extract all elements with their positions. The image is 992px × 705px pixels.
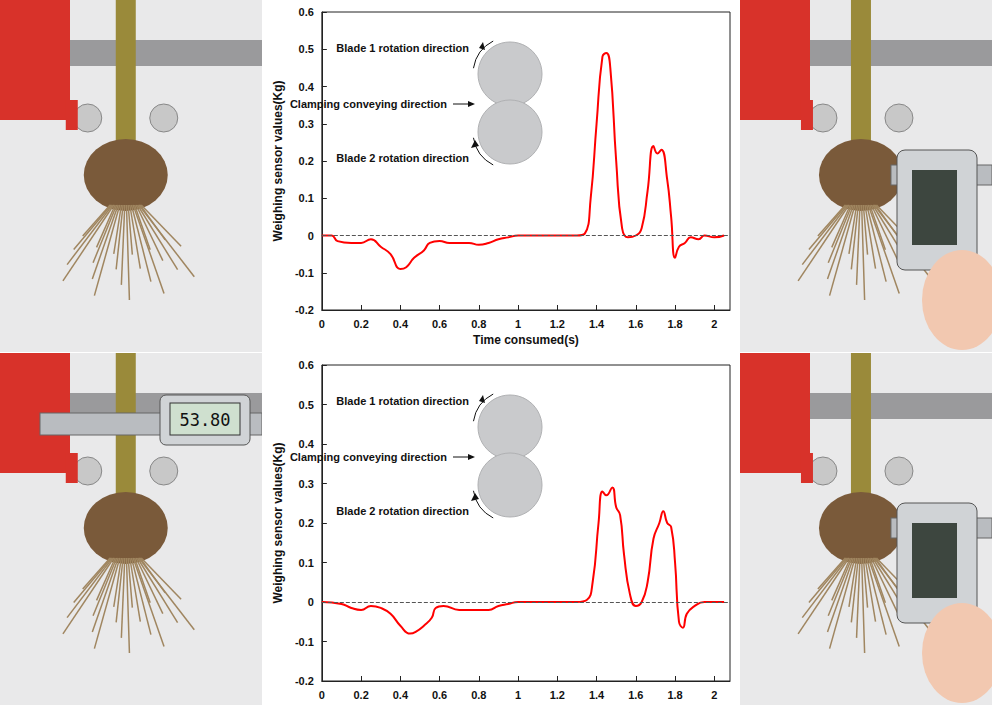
- svg-text:0: 0: [319, 689, 325, 701]
- svg-text:2: 2: [711, 318, 717, 330]
- svg-text:1: 1: [515, 689, 521, 701]
- svg-text:0.4: 0.4: [299, 81, 315, 93]
- svg-text:2: 2: [711, 689, 717, 701]
- svg-text:0.8: 0.8: [471, 689, 486, 701]
- svg-text:-0.1: -0.1: [295, 636, 314, 648]
- svg-text:Clamping conveying direction: Clamping conveying direction: [290, 98, 447, 110]
- svg-text:0.6: 0.6: [299, 359, 314, 371]
- svg-text:0.8: 0.8: [471, 318, 486, 330]
- svg-text:-0.1: -0.1: [295, 267, 314, 279]
- svg-text:0.3: 0.3: [299, 118, 314, 130]
- svg-text:1: 1: [515, 318, 521, 330]
- svg-text:1.8: 1.8: [667, 689, 682, 701]
- svg-text:Time consumed(s): Time consumed(s): [473, 333, 579, 347]
- svg-text:0.2: 0.2: [299, 155, 314, 167]
- svg-text:1.8: 1.8: [667, 318, 682, 330]
- svg-text:0.2: 0.2: [353, 318, 368, 330]
- svg-text:0: 0: [308, 596, 314, 608]
- svg-text:Blade 1 rotation direction: Blade 1 rotation direction: [336, 42, 469, 54]
- svg-text:1.6: 1.6: [628, 318, 643, 330]
- svg-text:-0.2: -0.2: [295, 304, 314, 316]
- svg-text:0: 0: [319, 318, 325, 330]
- svg-text:1.6: 1.6: [628, 689, 643, 701]
- svg-text:0.5: 0.5: [299, 399, 314, 411]
- svg-text:1.4: 1.4: [589, 689, 605, 701]
- svg-text:0.6: 0.6: [299, 6, 314, 18]
- svg-text:0.1: 0.1: [299, 192, 314, 204]
- svg-text:0.6: 0.6: [432, 318, 447, 330]
- svg-text:1.2: 1.2: [550, 689, 565, 701]
- svg-text:Blade 2 rotation direction: Blade 2 rotation direction: [336, 152, 469, 164]
- svg-text:Clamping conveying direction: Clamping conveying direction: [290, 451, 447, 463]
- svg-text:0.2: 0.2: [299, 517, 314, 529]
- svg-text:Weighing sensor values(Kg): Weighing sensor values(Kg): [271, 442, 285, 603]
- svg-text:Blade 1 rotation direction: Blade 1 rotation direction: [336, 395, 469, 407]
- svg-text:1.2: 1.2: [550, 318, 565, 330]
- svg-text:0.3: 0.3: [299, 478, 314, 490]
- svg-text:53.80: 53.80: [179, 410, 230, 430]
- svg-text:0.2: 0.2: [353, 689, 368, 701]
- svg-text:Blade 2 rotation direction: Blade 2 rotation direction: [336, 505, 469, 517]
- svg-text:0: 0: [308, 230, 314, 242]
- svg-text:0.4: 0.4: [393, 318, 409, 330]
- svg-text:Weighing sensor values(Kg): Weighing sensor values(Kg): [271, 80, 285, 241]
- svg-text:0.1: 0.1: [299, 557, 314, 569]
- svg-text:0.4: 0.4: [393, 689, 409, 701]
- svg-text:0.5: 0.5: [299, 43, 314, 55]
- svg-text:1.4: 1.4: [589, 318, 605, 330]
- svg-text:0.6: 0.6: [432, 689, 447, 701]
- svg-text:-0.2: -0.2: [295, 675, 314, 687]
- svg-text:0.4: 0.4: [299, 438, 315, 450]
